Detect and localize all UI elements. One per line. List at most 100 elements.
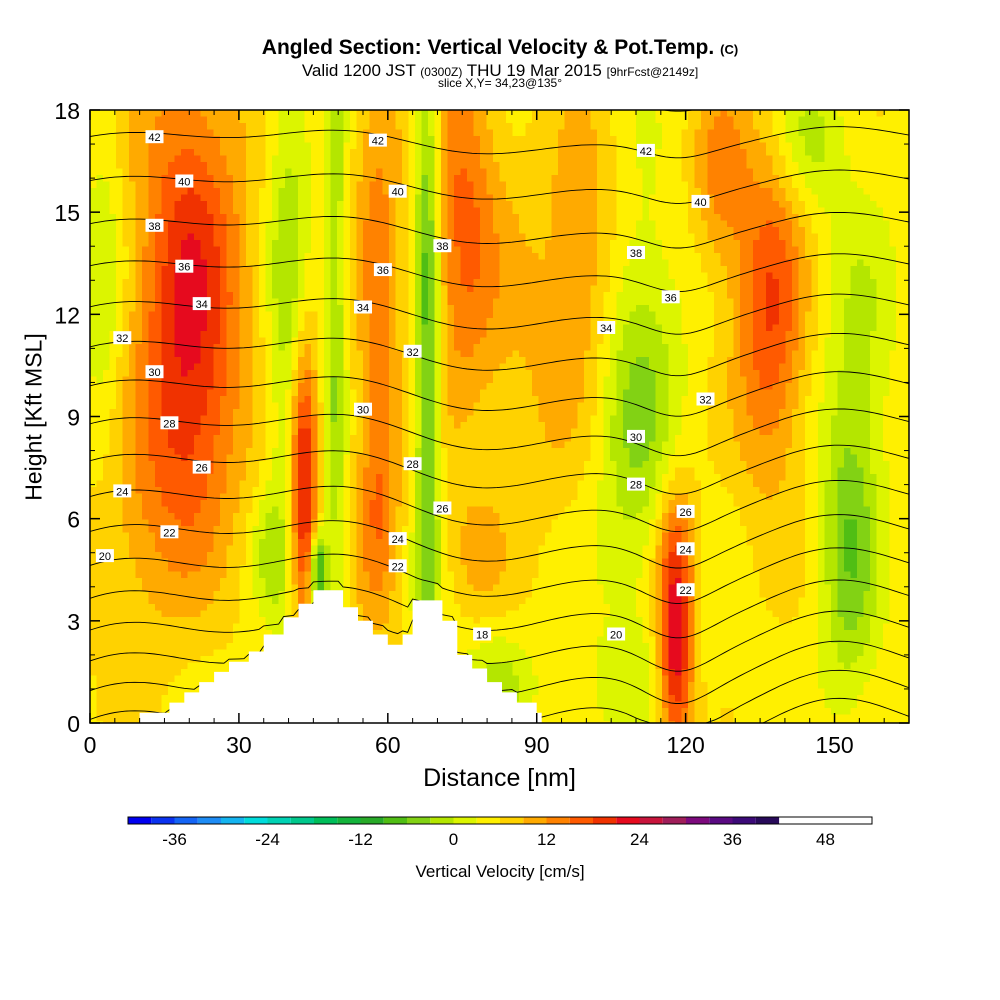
velocity-cell <box>135 480 143 488</box>
velocity-cell <box>408 584 416 592</box>
velocity-cell <box>233 448 241 456</box>
velocity-cell <box>402 441 410 449</box>
velocity-cell <box>239 220 247 228</box>
velocity-cell <box>389 415 397 423</box>
velocity-cell <box>246 571 254 579</box>
velocity-cell <box>324 240 332 248</box>
velocity-cell <box>337 214 345 222</box>
velocity-cell <box>226 129 234 137</box>
velocity-cell <box>213 493 221 501</box>
velocity-cell <box>239 591 247 599</box>
velocity-cell <box>304 344 312 352</box>
velocity-cell <box>376 558 384 566</box>
velocity-cell <box>194 272 202 280</box>
velocity-cell <box>272 285 280 293</box>
velocity-cell <box>350 487 358 495</box>
velocity-cell <box>142 558 150 566</box>
velocity-cell <box>213 461 221 469</box>
velocity-cell <box>337 350 345 358</box>
velocity-cell <box>233 318 241 326</box>
velocity-cell <box>350 480 358 488</box>
velocity-cell <box>96 376 104 384</box>
velocity-cell <box>356 363 364 371</box>
velocity-cell <box>207 292 215 300</box>
velocity-cell <box>174 643 182 651</box>
velocity-cell <box>350 194 358 202</box>
velocity-cell <box>408 493 416 501</box>
velocity-cell <box>337 142 345 150</box>
velocity-cell <box>389 597 397 605</box>
velocity-cell <box>168 402 176 410</box>
velocity-cell <box>259 149 267 157</box>
velocity-cell <box>135 207 143 215</box>
velocity-cell <box>298 500 306 508</box>
velocity-cell <box>415 201 423 209</box>
velocity-cell <box>116 675 124 683</box>
velocity-cell <box>116 116 124 124</box>
velocity-cell <box>408 331 416 339</box>
velocity-cell <box>324 194 332 202</box>
velocity-cell <box>135 324 143 332</box>
velocity-cell <box>304 168 312 176</box>
velocity-cell <box>194 591 202 599</box>
velocity-cell <box>239 604 247 612</box>
velocity-cell <box>350 506 358 514</box>
velocity-cell <box>239 246 247 254</box>
velocity-cell <box>246 636 254 644</box>
velocity-cell <box>356 604 364 612</box>
velocity-cell <box>343 305 351 313</box>
velocity-cell <box>369 116 377 124</box>
velocity-cell <box>148 506 156 514</box>
velocity-cell <box>324 506 332 514</box>
velocity-cell <box>285 487 293 495</box>
velocity-cell <box>116 266 124 274</box>
velocity-cell <box>376 415 384 423</box>
velocity-cell <box>246 487 254 495</box>
velocity-cell <box>239 207 247 215</box>
velocity-cell <box>181 331 189 339</box>
velocity-cell <box>155 305 163 313</box>
velocity-cell <box>382 493 390 501</box>
velocity-cell <box>402 493 410 501</box>
velocity-cell <box>122 597 130 605</box>
velocity-cell <box>109 324 117 332</box>
velocity-cell <box>330 350 338 358</box>
velocity-cell <box>168 214 176 222</box>
velocity-cell <box>389 201 397 209</box>
velocity-cell <box>161 266 169 274</box>
velocity-cell <box>155 688 163 696</box>
velocity-cell <box>129 526 137 534</box>
velocity-cell <box>129 175 137 183</box>
velocity-cell <box>155 487 163 495</box>
velocity-cell <box>330 565 338 573</box>
velocity-cell <box>109 181 117 189</box>
velocity-cell <box>142 461 150 469</box>
velocity-cell <box>278 253 286 261</box>
velocity-cell <box>421 500 429 508</box>
velocity-cell <box>220 532 228 540</box>
velocity-cell <box>291 201 299 209</box>
velocity-cell <box>148 591 156 599</box>
velocity-cell <box>135 597 143 605</box>
velocity-cell <box>187 409 195 417</box>
velocity-cell <box>155 584 163 592</box>
velocity-cell <box>220 214 228 222</box>
velocity-cell <box>278 298 286 306</box>
velocity-cell <box>350 571 358 579</box>
velocity-cell <box>109 539 117 547</box>
velocity-cell <box>415 149 423 157</box>
velocity-cell <box>103 701 111 709</box>
velocity-cell <box>122 149 130 157</box>
velocity-cell <box>103 487 111 495</box>
velocity-cell <box>259 324 267 332</box>
velocity-cell <box>90 409 98 417</box>
velocity-cell <box>363 136 371 144</box>
velocity-cell <box>168 344 176 352</box>
velocity-cell <box>155 461 163 469</box>
velocity-cell <box>408 513 416 521</box>
velocity-cell <box>226 207 234 215</box>
velocity-cell <box>311 324 319 332</box>
velocity-cell <box>207 448 215 456</box>
velocity-cell <box>395 201 403 209</box>
velocity-cell <box>421 396 429 404</box>
